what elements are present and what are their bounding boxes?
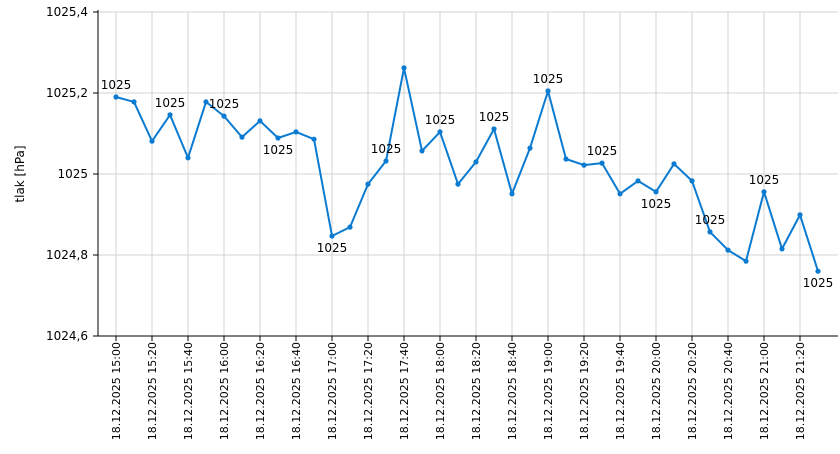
x-tick-label: 18.12.2025 21:00 [758,342,771,440]
data-point [329,233,335,239]
x-tick-label: 18.12.2025 19:00 [542,342,555,440]
data-point [509,191,515,197]
x-tick-label: 18.12.2025 18:40 [506,342,519,440]
x-tick-label: 18.12.2025 17:20 [362,342,375,440]
axes [97,10,838,337]
x-tick-label: 18.12.2025 16:20 [254,342,267,440]
data-point [491,126,497,132]
x-tick-label: 18.12.2025 15:40 [182,342,195,440]
x-tick-label: 18.12.2025 17:00 [326,342,339,440]
x-tick-label: 18.12.2025 20:40 [722,342,735,440]
data-label: 1025 [371,142,402,156]
x-tick-label: 18.12.2025 18:20 [470,342,483,440]
data-label: 1025 [263,143,294,157]
y-axis-title: tlak [hPa] [13,145,27,202]
data-point [815,268,821,274]
data-point [689,178,695,184]
y-tick-label: 1025,2 [46,86,88,100]
data-point [599,160,605,166]
series [113,65,821,274]
grid [98,11,838,337]
data-point [185,155,191,161]
data-point [725,247,731,253]
y-tick-label: 1025 [57,167,88,181]
data-label: 1025 [479,110,510,124]
data-point [347,224,353,230]
data-point [365,181,371,187]
data-point [527,145,533,151]
data-point [761,189,767,195]
data-point [617,191,623,197]
data-label: 1025 [209,97,240,111]
data-point [383,158,389,164]
data-point [473,159,479,165]
data-point [419,148,425,154]
x-tick-label: 18.12.2025 18:00 [434,342,447,440]
data-point [311,136,317,142]
data-point [707,229,713,235]
data-point [149,138,155,144]
x-tick-label: 18.12.2025 19:20 [578,342,591,440]
data-label: 1025 [533,72,564,86]
x-axis-ticks: 18.12.2025 15:00 18.12.2025 15:20 18.12.20… [110,336,807,440]
x-tick-label: 18.12.2025 15:20 [146,342,159,440]
x-tick-label: 18.12.2025 21:20 [794,342,807,440]
data-point [401,65,407,71]
x-tick-label: 18.12.2025 15:00 [110,342,123,440]
data-point [113,94,119,100]
data-point [779,246,785,252]
y-tick-label: 1024,6 [46,329,88,343]
y-tick-label: 1025,4 [46,5,88,19]
data-label: 1025 [695,213,726,227]
data-point [293,129,299,135]
x-tick-label: 18.12.2025 16:40 [290,342,303,440]
x-tick-label: 18.12.2025 20:00 [650,342,663,440]
y-axis-ticks: 1024,6 1024,8 1025 1025,2 1025,4 [46,5,98,343]
x-tick-label: 18.12.2025 19:40 [614,342,627,440]
data-point [437,129,443,135]
data-label: 1025 [155,96,186,110]
data-point [635,178,641,184]
data-point [203,99,209,105]
data-point [257,118,263,124]
data-point [581,162,587,168]
pressure-series-line [115,66,819,272]
data-point [275,135,281,141]
data-point [167,112,173,118]
data-label: 1025 [803,276,834,290]
data-point [545,88,551,94]
data-point [797,212,803,218]
data-point [671,161,677,167]
data-label: 1025 [317,241,348,255]
data-point [653,189,659,195]
data-label: 1025 [425,113,456,127]
data-point [743,258,749,264]
x-tick-label: 18.12.2025 17:40 [398,342,411,440]
data-label: 1025 [101,78,132,92]
y-tick-label: 1024,8 [46,248,88,262]
x-tick-label: 18.12.2025 20:20 [686,342,699,440]
data-point [221,113,227,119]
data-point [239,134,245,140]
data-point [563,156,569,162]
data-labels: 1025 1025 1025 1025 1025 1025 1025 1025 1025 1025… [101,72,834,290]
x-tick-label: 18.12.2025 16:00 [218,342,231,440]
data-label: 1025 [749,173,780,187]
data-point [455,181,461,187]
data-point [131,99,137,105]
data-label: 1025 [587,144,618,158]
data-label: 1025 [641,197,672,211]
